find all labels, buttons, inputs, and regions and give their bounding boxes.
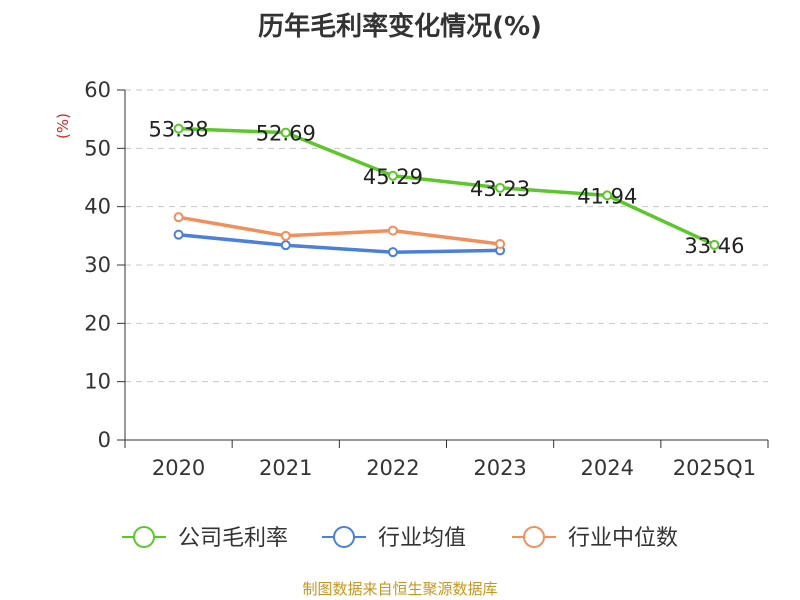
legend-label: 公司毛利率 xyxy=(178,526,288,551)
y-axis-unit-label: (%) xyxy=(54,113,72,139)
x-tick-label: 2020 xyxy=(152,456,205,480)
y-tick-label: 60 xyxy=(84,78,111,102)
x-tick-label: 2025Q1 xyxy=(673,456,756,480)
data-point xyxy=(173,123,184,134)
data-point xyxy=(280,240,291,251)
x-tick-label: 2022 xyxy=(366,456,419,480)
data-point xyxy=(495,239,506,249)
data-point xyxy=(173,229,184,240)
data-label: 45.29 xyxy=(363,165,423,189)
data-label: 33.46 xyxy=(684,234,744,258)
data-point xyxy=(280,230,291,241)
y-tick-label: 0 xyxy=(98,428,111,452)
x-tick-label: 2021 xyxy=(259,456,312,480)
data-point xyxy=(387,225,398,236)
legend-label: 行业均值 xyxy=(378,526,466,551)
data-point xyxy=(173,212,184,223)
data-point xyxy=(602,190,613,201)
legend-marker-icon xyxy=(133,526,155,548)
data-label: 53.38 xyxy=(149,118,209,142)
y-tick-label: 10 xyxy=(84,370,111,394)
legend-marker-icon xyxy=(523,526,545,548)
y-tick-label: 40 xyxy=(84,195,111,219)
y-tick-label: 30 xyxy=(84,253,111,277)
data-point xyxy=(387,247,398,258)
data-point xyxy=(709,239,720,250)
series-line-1 xyxy=(178,232,501,254)
y-tick-label: 50 xyxy=(84,136,111,160)
data-label: 52.69 xyxy=(256,122,316,146)
data-point xyxy=(495,182,506,193)
data-point xyxy=(387,170,398,181)
legend-label: 行业中位数 xyxy=(568,526,678,551)
data-point xyxy=(280,127,291,138)
y-tick-label: 20 xyxy=(84,311,111,335)
data-label: 41.94 xyxy=(577,184,637,208)
source-note: 制图数据来自恒生聚源数据库 xyxy=(302,580,498,598)
chart-title: 历年毛利率变化情况(%) xyxy=(258,12,542,42)
x-tick-label: 2024 xyxy=(581,456,634,480)
x-tick-label: 2023 xyxy=(473,456,526,480)
series-line-2 xyxy=(178,215,501,246)
series-line-0 xyxy=(178,126,716,247)
data-label: 43.23 xyxy=(470,177,530,201)
legend-marker-icon xyxy=(333,526,355,548)
